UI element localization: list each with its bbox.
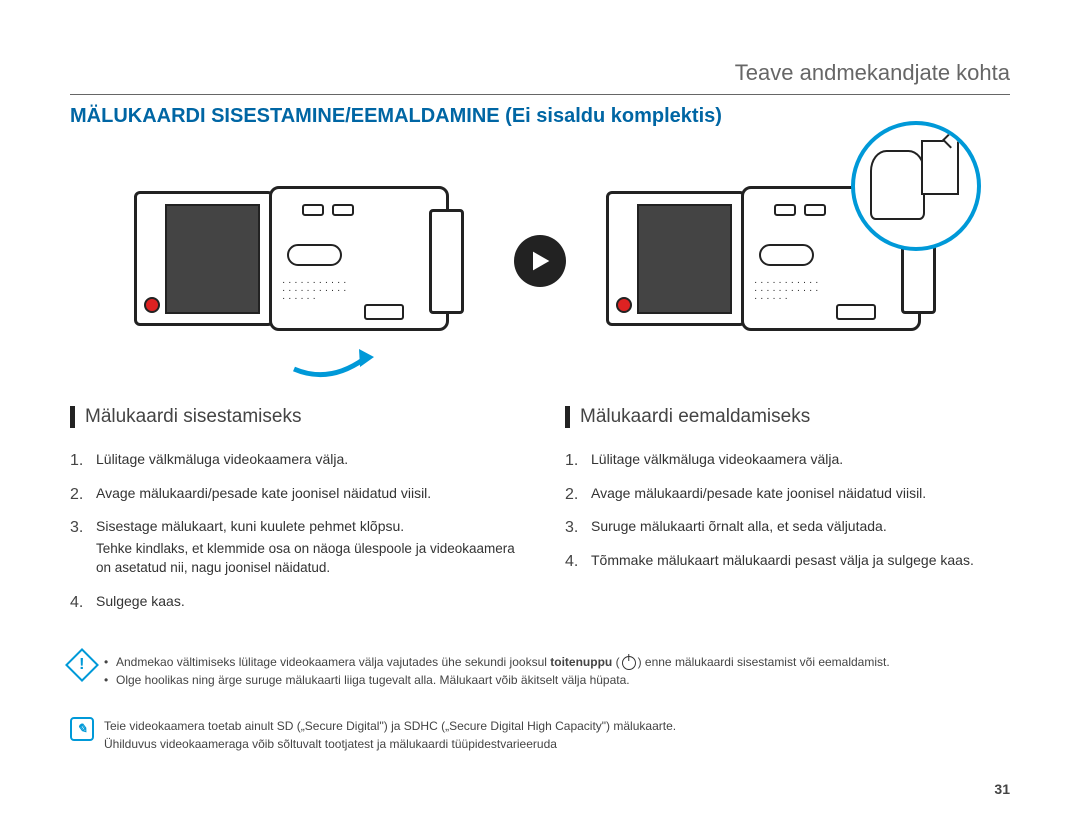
power-icon bbox=[622, 656, 636, 670]
list-item: Lülitage välkmäluga videokaamera välja. bbox=[70, 450, 515, 470]
figure-insert-card bbox=[134, 156, 474, 366]
insert-steps: Lülitage välkmäluga videokaamera välja. … bbox=[70, 450, 515, 611]
list-item: Sisestage mälukaart, kuni kuulete pehmet… bbox=[70, 517, 515, 577]
note-line: Ühilduvus videokaameraga võib sõltuvalt … bbox=[104, 735, 676, 753]
arrow-right-icon bbox=[514, 235, 566, 287]
remove-heading: Mälukaardi eemaldamiseks bbox=[565, 406, 1010, 428]
note-line: Olge hoolikas ning ärge suruge mälukaart… bbox=[104, 671, 890, 689]
open-cover-arrow-icon bbox=[284, 334, 374, 384]
left-column: Mälukaardi sisestamiseks Lülitage välkmä… bbox=[70, 406, 515, 625]
breadcrumb: Teave andmekandjate kohta bbox=[70, 60, 1010, 95]
section-title: MÄLUKAARDI SISESTAMINE/EEMALDAMINE (Ei s… bbox=[70, 105, 1010, 128]
note-line: Andmekao vältimiseks lülitage videokaame… bbox=[104, 653, 890, 671]
warning-note: ! Andmekao vältimiseks lülitage videokaa… bbox=[70, 653, 1010, 689]
camera-body bbox=[269, 186, 449, 331]
remove-steps: Lülitage välkmäluga videokaamera välja. … bbox=[565, 450, 1010, 570]
page-number: 31 bbox=[994, 781, 1010, 797]
list-item: Tõmmake mälukaart mälukaardi pesast välj… bbox=[565, 551, 1010, 571]
list-item: Lülitage välkmäluga videokaamera välja. bbox=[565, 450, 1010, 470]
camera-lcd bbox=[606, 191, 746, 326]
right-column: Mälukaardi eemaldamiseks Lülitage välkmä… bbox=[565, 406, 1010, 625]
note-line: Teie videokaamera toetab ainult SD („Sec… bbox=[104, 717, 676, 735]
page-header-title: Teave andmekandjate kohta bbox=[735, 60, 1010, 85]
camera-lcd bbox=[134, 191, 274, 326]
list-item: Suruge mälukaarti õrnalt alla, et seda v… bbox=[565, 517, 1010, 537]
info-icon: ✎ bbox=[70, 717, 94, 741]
figure-row bbox=[70, 156, 1010, 366]
list-item: Sulgege kaas. bbox=[70, 592, 515, 612]
list-item: Avage mälukaardi/pesade kate joonisel nä… bbox=[565, 484, 1010, 504]
insert-heading: Mälukaardi sisestamiseks bbox=[70, 406, 515, 428]
list-item: Avage mälukaardi/pesade kate joonisel nä… bbox=[70, 484, 515, 504]
warning-icon: ! bbox=[65, 648, 99, 682]
info-note: ✎ Teie videokaamera toetab ainult SD („S… bbox=[70, 717, 1010, 753]
figure-remove-card bbox=[606, 156, 946, 366]
magnifier-detail bbox=[851, 121, 981, 251]
